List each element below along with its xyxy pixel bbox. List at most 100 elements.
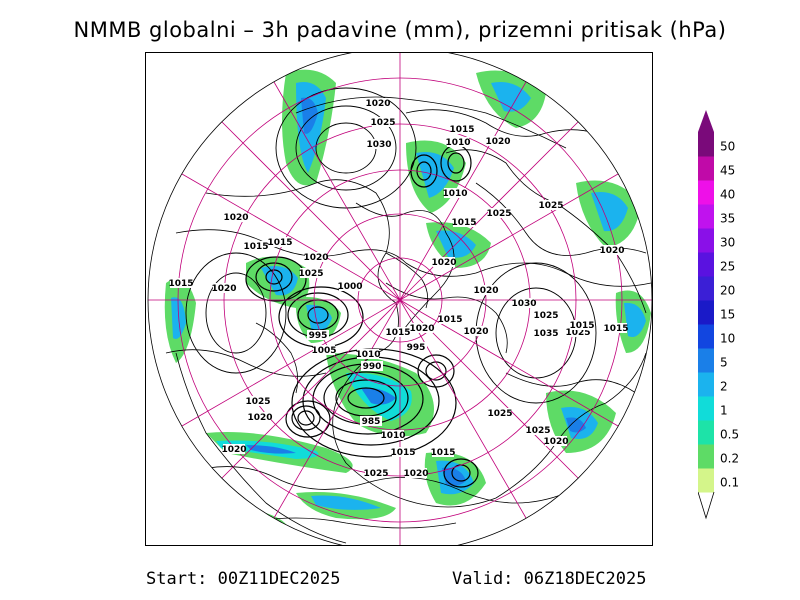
isobar-label: 1015 [390,448,415,458]
isobar-label-bg [433,257,455,267]
isobar-label-bg [365,468,387,478]
isobar-label: 1015 [168,279,193,289]
isobar-label: 1035 [533,329,558,339]
isobar-label: 1010 [380,431,405,441]
isobar-label: 1025 [370,118,395,128]
isobar-label-bg [339,281,361,291]
isobar-label-bg [372,117,394,127]
isobar-label-bg [432,447,454,457]
map-frame: 1020 1025 1030 1015 1010 1020 1010 1015 1025 1025… [145,52,653,546]
legend-swatch [698,156,714,181]
isobar [297,410,315,426]
isobar-label-bg [269,237,291,247]
isobar-label-bg [360,416,382,426]
isobar [245,256,307,302]
isobar-label: 1020 [403,469,428,479]
isobar-label-bg [535,310,557,320]
isobar-label: 1020 [247,413,272,423]
precipitation-areas [164,69,651,545]
legend-label: 40 [720,187,735,201]
coastline [495,352,647,499]
isobar-label: 1020 [221,445,246,455]
isobar-label-bg [249,412,271,422]
isobar-label-bg [357,349,379,359]
isobar-label: 1020 [485,137,510,147]
isobar-label-bg [447,137,469,147]
precip-area [361,387,396,405]
isobar-label: 1025 [363,469,388,479]
legend-label: 45 [720,163,735,177]
isobar-label-bg [300,268,322,278]
isobar-label: 1025 [525,426,550,436]
legend-label: 10 [720,331,735,345]
isobar [165,349,327,377]
isobar-label: 1015 [449,125,474,135]
legend-swatch [698,252,714,277]
legend-swatch [698,468,714,493]
isobar-label: 1020 [223,213,248,223]
isobar-label: 1030 [511,299,536,309]
isobar-label: 1025 [538,201,563,211]
isobar-label: 1020 [211,284,236,294]
isobar-label-bg [223,444,245,454]
isobar-label-bg [411,323,433,333]
isobar-label-bg [368,139,390,149]
legend-top-arrow [698,110,714,132]
isobar-label: 1015 [267,238,292,248]
isobar-label: 1015 [243,242,268,252]
legend-label: 5 [720,355,728,369]
isobar-label-bg [387,327,409,337]
legend-swatch [698,420,714,445]
isobar-label: 1025 [533,311,558,321]
meridian [217,117,401,301]
isobar-label: 1010 [442,189,467,199]
isobar-label-bg [513,298,535,308]
isobar-label-bg [305,252,327,262]
legend-label: 0.1 [720,475,739,489]
isobar [265,269,283,285]
legend-label: 2 [720,379,728,393]
isobar-label: 1005 [311,346,336,356]
coastline [255,322,299,394]
legend-label: 30 [720,235,735,249]
isobar-label-bg [488,208,510,218]
isobar [185,252,287,374]
isobar [443,458,479,488]
isobar-label: 1020 [365,99,390,109]
isobar-label-bg [245,241,267,251]
isobar-label-bg [382,430,404,440]
meridian [399,299,527,519]
precip-area [186,511,289,545]
isobar [205,272,267,354]
legend-label: 25 [720,259,735,273]
isobar [505,372,637,394]
isobar-label-bg [475,285,497,295]
isobar-label-bg [451,124,473,134]
isobar-label-bg [405,468,427,478]
coastline [355,202,455,334]
isobar [385,282,508,354]
isobar [285,400,331,438]
legend-bottom-arrow [698,491,715,520]
isobar-label-bg [170,278,192,288]
isobar [347,387,385,409]
precip-area [246,445,296,454]
legend-label: 35 [720,211,735,225]
legend-swatch [698,300,714,325]
legend-label: 1 [720,403,728,417]
legend-swatch [698,180,714,205]
legend-label: 15 [720,307,735,321]
isobar-label-bg [213,283,235,293]
precip-area [491,82,531,112]
isobar-label: 1020 [543,437,568,447]
isobar-label: 1015 [385,328,410,338]
isobar-label-bg [439,314,461,324]
isobar-label-bg [444,188,466,198]
meridian [399,173,619,301]
isobar-label: 1015 [430,448,455,458]
isobar-label-bg [465,326,487,336]
isobar-label: 995 [309,331,328,341]
isobar-label: 1020 [599,246,624,256]
